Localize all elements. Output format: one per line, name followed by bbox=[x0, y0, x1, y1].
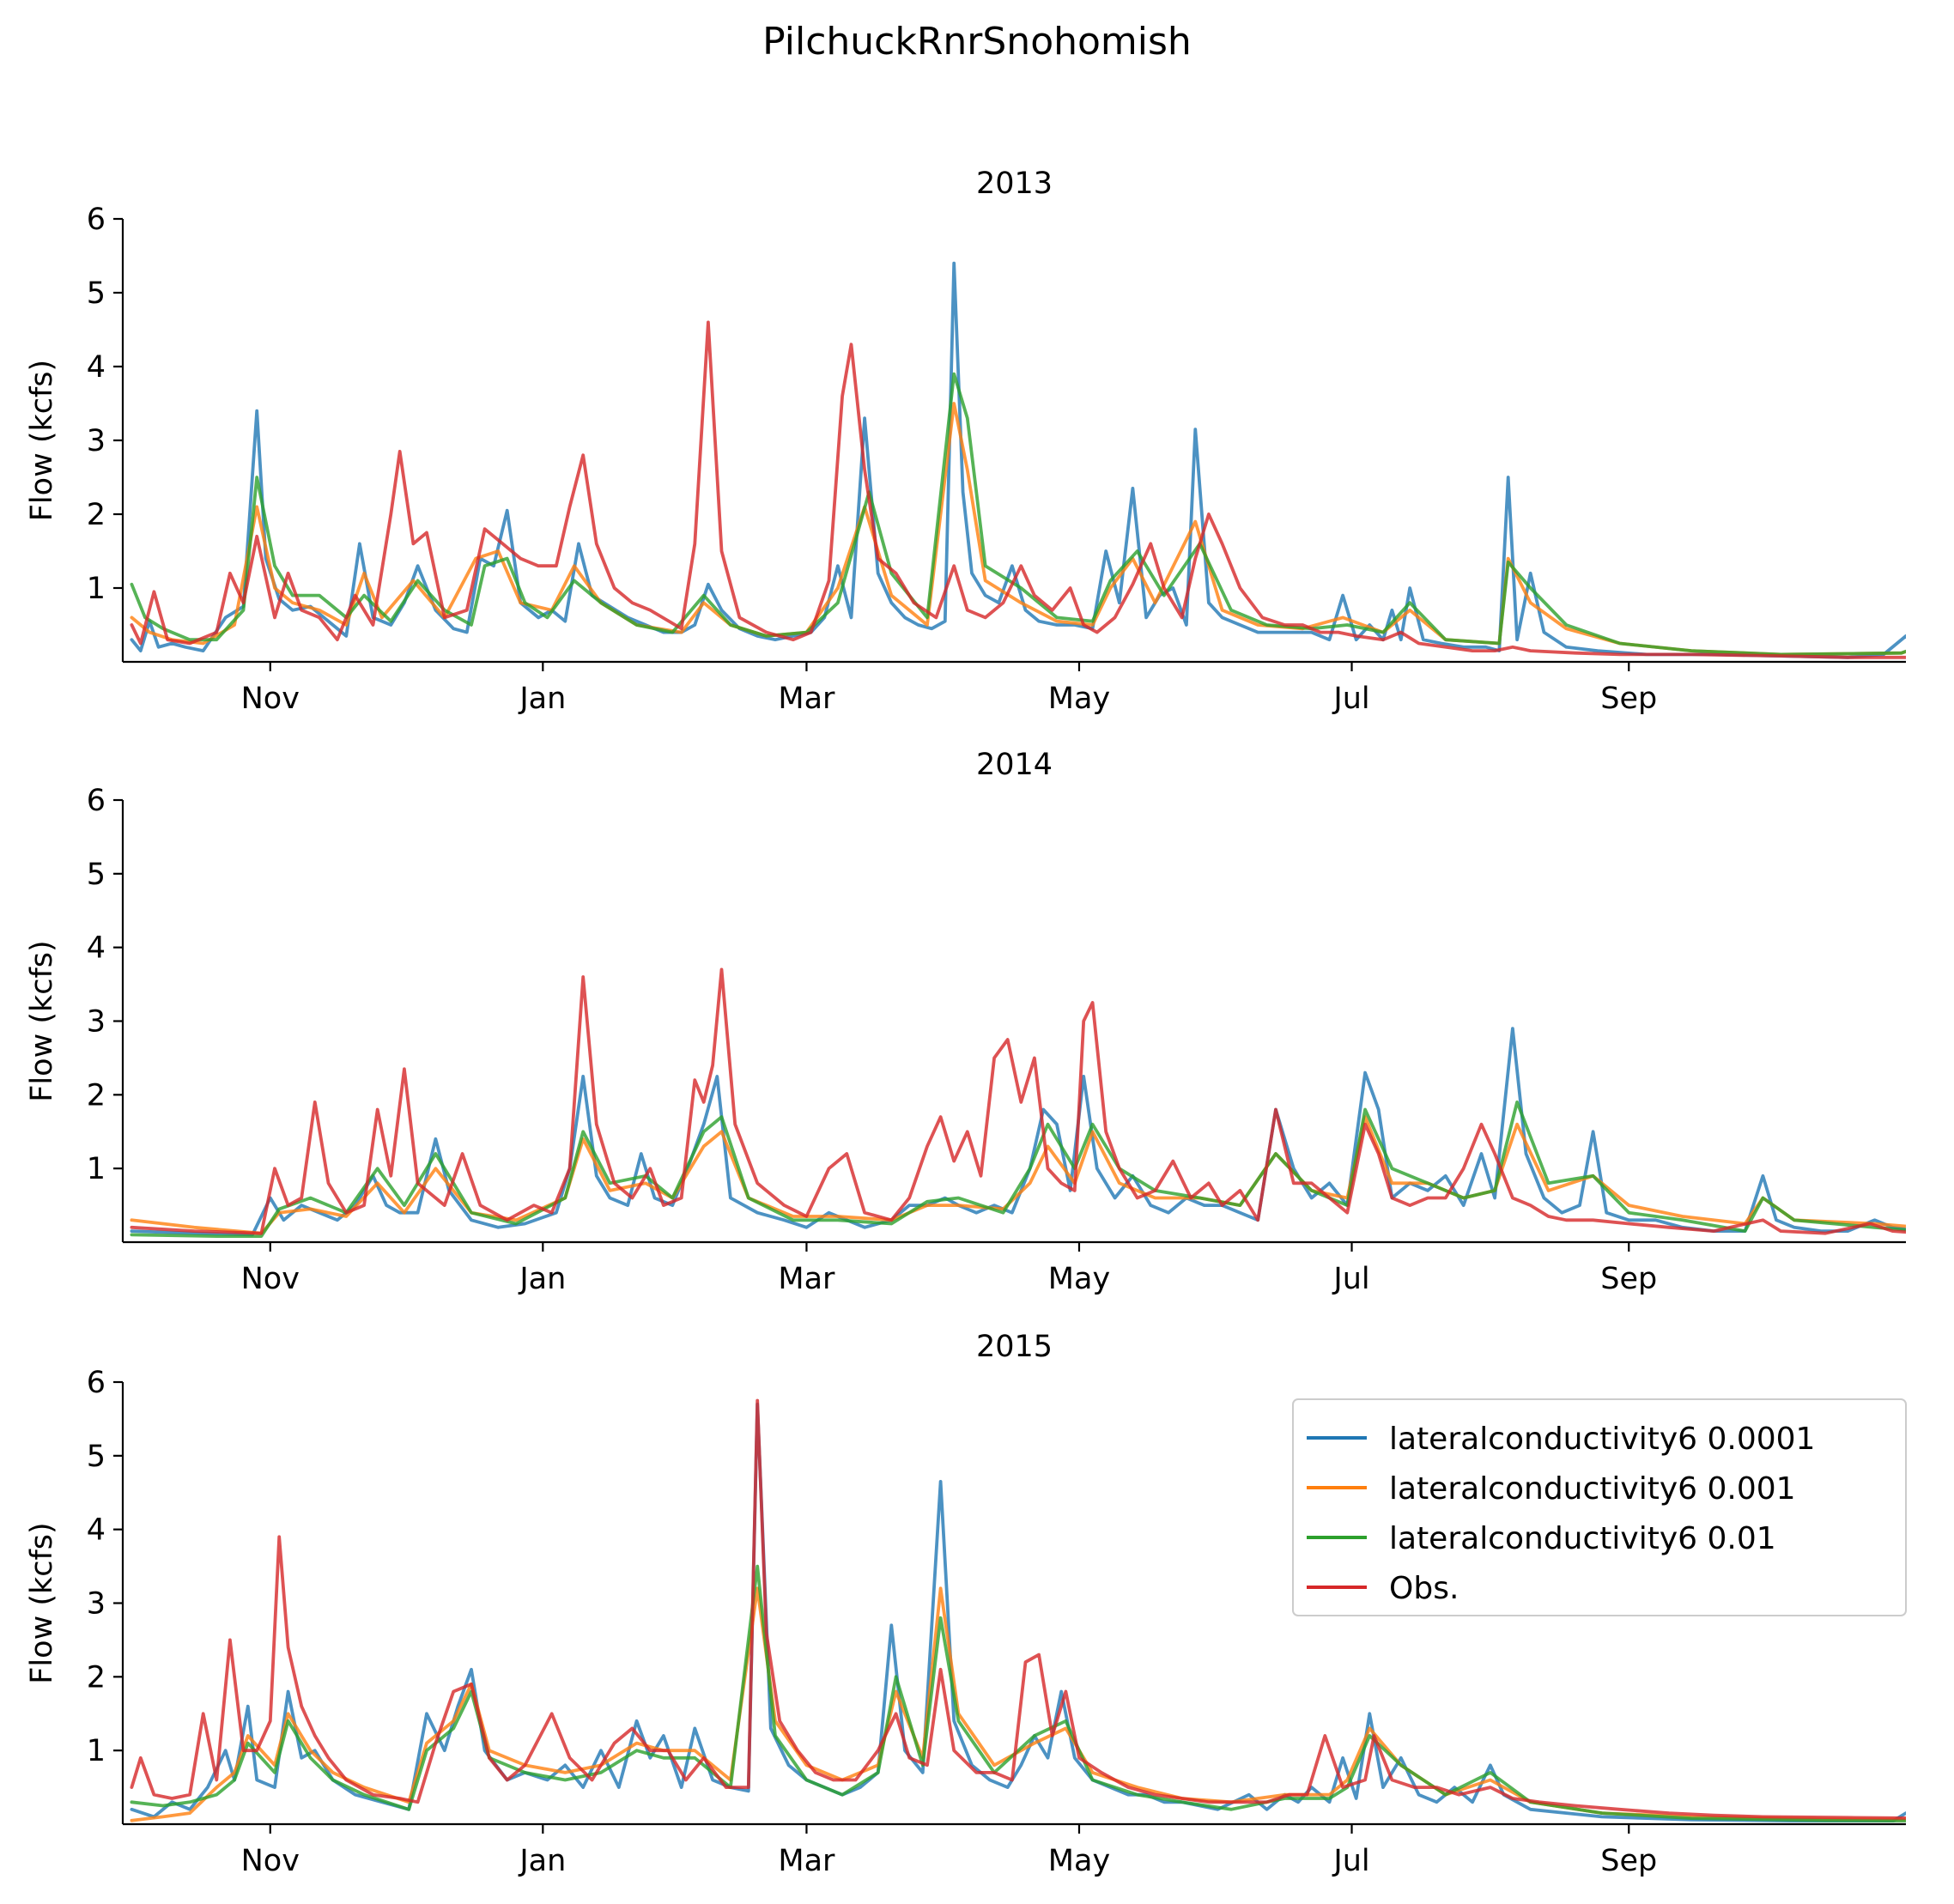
x-tick-label: Nov bbox=[241, 1844, 300, 1878]
y-tick-label: 1 bbox=[87, 572, 106, 606]
x-tick-label: May bbox=[1048, 682, 1110, 716]
y-tick-label: 6 bbox=[87, 784, 106, 818]
x-tick-label: Mar bbox=[778, 682, 835, 716]
y-tick-label: 6 bbox=[87, 1366, 106, 1400]
y-tick-label: 4 bbox=[87, 931, 106, 966]
y-tick-label: 2 bbox=[87, 1078, 106, 1113]
series-line-lateralconductivity6-0-0001 bbox=[130, 261, 1906, 659]
subplot-0: 2013 1 2 3 4 5 6 Nov Jan Mar May Jul Sep Flow (kcfs) bbox=[25, 167, 1906, 716]
y-tick-label: 3 bbox=[87, 1587, 106, 1622]
x-tick-label: Nov bbox=[241, 682, 300, 716]
y-tick-label: 1 bbox=[87, 1152, 106, 1186]
legend-label: lateralconductivity6 0.001 bbox=[1389, 1471, 1796, 1507]
subplot-1: 2014 1 2 3 4 5 6 Nov Jan Mar May Jul Sep Flow (kcfs) bbox=[25, 748, 1906, 1296]
x-tick-label: Sep bbox=[1600, 682, 1657, 716]
y-tick-label: 3 bbox=[87, 424, 106, 458]
legend-frame bbox=[1292, 1398, 1907, 1616]
series-line-lateralconductivity6-0-0001 bbox=[130, 1027, 1906, 1237]
x-tick-label: Mar bbox=[778, 1262, 835, 1296]
series-line-lateralconductivity6-0-001 bbox=[130, 402, 1906, 657]
x-tick-label: Mar bbox=[778, 1844, 835, 1878]
x-tick-label: May bbox=[1048, 1844, 1110, 1878]
y-axis-label: Flow (kcfs) bbox=[25, 1522, 59, 1683]
x-tick-label: Jan bbox=[518, 682, 566, 716]
series-line-lateralconductivity6-0-01 bbox=[130, 1564, 1906, 1822]
series-lines bbox=[130, 967, 1906, 1238]
series-line-obs bbox=[130, 967, 1906, 1235]
y-tick-label: 2 bbox=[87, 498, 106, 532]
series-lines bbox=[130, 1398, 1906, 1822]
x-tick-label: Sep bbox=[1600, 1262, 1657, 1296]
series-lines bbox=[130, 261, 1906, 659]
x-tick-label: Jul bbox=[1332, 1262, 1369, 1296]
y-axis-label: Flow (kcfs) bbox=[25, 940, 59, 1101]
legend-label: lateralconductivity6 0.0001 bbox=[1389, 1422, 1815, 1457]
y-tick-label: 4 bbox=[87, 350, 106, 385]
y-tick-label: 4 bbox=[87, 1513, 106, 1548]
subplot-title: 2014 bbox=[976, 748, 1053, 782]
series-line-lateralconductivity6-0-01 bbox=[130, 372, 1906, 657]
subplot-2: 2015 1 2 3 4 5 6 Nov Jan Mar May Jul Sep Flow (kcfs) l… bbox=[25, 1330, 1907, 1878]
y-tick-label: 5 bbox=[87, 858, 106, 892]
y-axis-label: Flow (kcfs) bbox=[25, 360, 59, 521]
subplot-title: 2015 bbox=[976, 1330, 1053, 1364]
series-line-lateralconductivity6-0-001 bbox=[130, 1586, 1906, 1822]
y-tick-label: 5 bbox=[87, 1440, 106, 1474]
figure-title: PilchuckRnrSnohomish bbox=[762, 20, 1192, 64]
x-tick-label: May bbox=[1048, 1262, 1110, 1296]
y-tick-label: 6 bbox=[87, 203, 106, 237]
y-tick-label: 3 bbox=[87, 1005, 106, 1040]
legend: lateralconductivity6 0.0001 lateralconduc… bbox=[1292, 1398, 1907, 1616]
x-tick-label: Jan bbox=[518, 1844, 566, 1878]
subplot-title: 2013 bbox=[976, 167, 1053, 201]
y-tick-label: 1 bbox=[87, 1734, 106, 1768]
x-tick-label: Sep bbox=[1600, 1844, 1657, 1878]
x-tick-label: Nov bbox=[241, 1262, 300, 1296]
series-line-lateralconductivity6-0-01 bbox=[130, 1101, 1906, 1238]
x-tick-label: Jul bbox=[1332, 1844, 1369, 1878]
x-tick-label: Jan bbox=[518, 1262, 566, 1296]
y-tick-label: 5 bbox=[87, 276, 106, 311]
series-line-obs bbox=[130, 1398, 1906, 1820]
legend-label: Obs. bbox=[1389, 1571, 1459, 1606]
x-tick-label: Jul bbox=[1332, 682, 1369, 716]
legend-label: lateralconductivity6 0.01 bbox=[1389, 1521, 1776, 1556]
series-line-obs bbox=[130, 320, 1906, 659]
y-tick-label: 2 bbox=[87, 1660, 106, 1695]
